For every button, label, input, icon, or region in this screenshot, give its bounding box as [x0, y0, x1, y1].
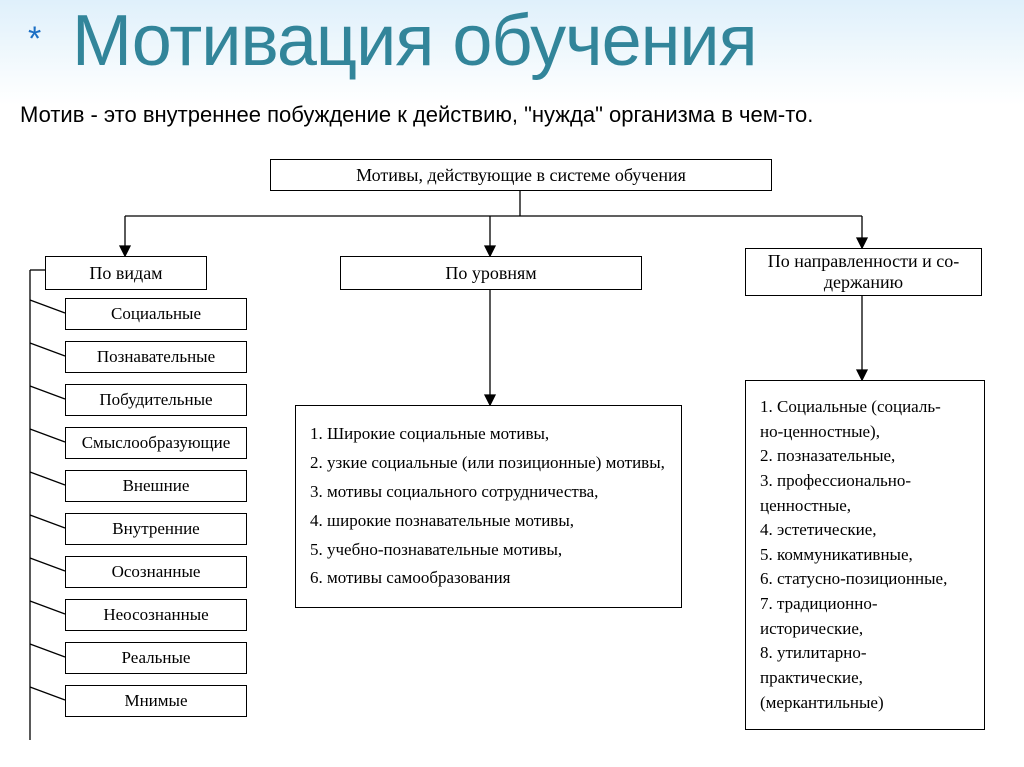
type-item-label: Неосознанные — [99, 603, 212, 627]
category-by-level: По уровням — [340, 256, 642, 290]
direction-list-box: 1. Социальные (социаль- но-ценностные),2… — [745, 380, 985, 730]
title-asterisk: * — [28, 20, 41, 59]
direction-list-line: 7. традиционно- — [760, 592, 970, 617]
direction-list-line: практические, — [760, 666, 970, 691]
type-item: Неосознанные — [65, 599, 247, 631]
type-item: Побудительные — [65, 384, 247, 416]
root-box: Мотивы, действующие в системе обучения — [270, 159, 772, 191]
direction-list-line: 8. утилитарно- — [760, 641, 970, 666]
subtitle-text: Мотив - это внутреннее побуждение к дейс… — [20, 102, 813, 128]
page-title: Мотивация обучения — [72, 0, 757, 82]
type-item: Социальные — [65, 298, 247, 330]
type-item: Внутренние — [65, 513, 247, 545]
type-item-label: Смыслообразующие — [78, 431, 235, 455]
level-list-line: 6. мотивы самообразования — [310, 564, 667, 593]
type-item: Осознанные — [65, 556, 247, 588]
direction-list-line: но-ценностные), — [760, 420, 970, 445]
type-item-label: Познавательные — [93, 345, 219, 369]
type-item-label: Внутренние — [108, 517, 203, 541]
type-item: Внешние — [65, 470, 247, 502]
category-by-direction: По направленности и со- держанию — [745, 248, 982, 296]
level-list-box: 1. Широкие социальные мотивы,2. узкие со… — [295, 405, 682, 608]
direction-list-line: 3. профессионально- — [760, 469, 970, 494]
type-item: Смыслообразующие — [65, 427, 247, 459]
root-label: Мотивы, действующие в системе обучения — [352, 163, 690, 188]
category-by-type: По видам — [45, 256, 207, 290]
type-item-label: Социальные — [107, 302, 205, 326]
direction-list-line: 1. Социальные (социаль- — [760, 395, 970, 420]
level-list-line: 3. мотивы социального сотрудничества, — [310, 478, 667, 507]
level-list-line: 2. узкие социальные (или позиционные) мо… — [310, 449, 667, 478]
type-item: Реальные — [65, 642, 247, 674]
level-list-line: 4. широкие познавательные мотивы, — [310, 507, 667, 536]
level-list-line: 5. учебно-познавательные мотивы, — [310, 536, 667, 565]
direction-list-line: (меркантильные) — [760, 691, 970, 716]
type-item-label: Мнимые — [120, 689, 191, 713]
type-item-label: Внешние — [119, 474, 194, 498]
type-item: Мнимые — [65, 685, 247, 717]
category-by-direction-label: По направленности и со- держанию — [764, 249, 964, 294]
type-item: Познавательные — [65, 341, 247, 373]
direction-list-line: 5. коммуникативные, — [760, 543, 970, 568]
category-by-level-label: По уровням — [441, 261, 540, 286]
direction-list-line: 2. позназательные, — [760, 444, 970, 469]
direction-list-line: ценностные, — [760, 494, 970, 519]
direction-list-line: 6. статусно-позиционные, — [760, 567, 970, 592]
type-item-label: Осознанные — [108, 560, 205, 584]
category-by-type-label: По видам — [85, 261, 166, 286]
direction-list-line: исторические, — [760, 617, 970, 642]
level-list-line: 1. Широкие социальные мотивы, — [310, 420, 667, 449]
type-item-label: Реальные — [118, 646, 195, 670]
type-item-label: Побудительные — [95, 388, 216, 412]
direction-list-line: 4. эстетические, — [760, 518, 970, 543]
